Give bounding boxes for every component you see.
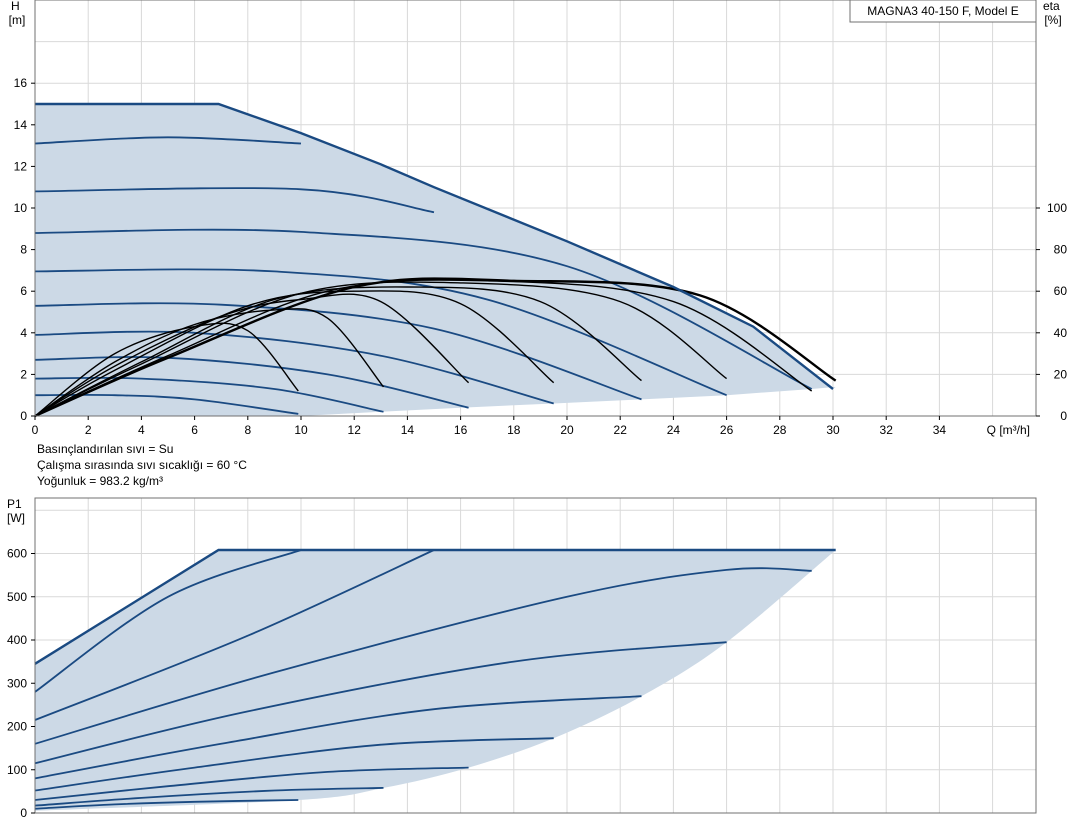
head-operating-area xyxy=(35,104,836,416)
power-chart: 0 100 200 300 400 500 600 P1 [W] xyxy=(7,497,1037,820)
head-curve-7 xyxy=(34,228,813,390)
head-curve-1 xyxy=(34,393,299,415)
head-max-curve xyxy=(35,102,834,390)
power-y-tick-label: 0 xyxy=(20,806,27,820)
head-curve-8 xyxy=(34,187,435,214)
head-y-tick-label: 8 xyxy=(20,243,27,257)
x-tick-label: 18 xyxy=(507,423,521,437)
head-curve-3 xyxy=(34,356,469,409)
x-tick-label: 0 xyxy=(32,423,39,437)
head-y-tick-label: 10 xyxy=(14,201,28,215)
x-tick-label: 4 xyxy=(138,423,145,437)
efficiency-y-tick-label: 40 xyxy=(1054,326,1068,340)
x-tick-label: 6 xyxy=(191,423,198,437)
efficiency-y-axis-label: eta [%] xyxy=(1043,0,1063,27)
power-curve-2 xyxy=(34,787,384,807)
efficiency-y-tick-label: 80 xyxy=(1054,243,1068,257)
x-tick-label: 30 xyxy=(826,423,840,437)
head-y-tick-label: 2 xyxy=(20,367,27,381)
x-tick-label: 12 xyxy=(348,423,362,437)
power-y-axis-label-line2: [W] xyxy=(7,511,25,525)
power-curves xyxy=(34,549,812,810)
head-y-tick-label: 14 xyxy=(14,118,28,132)
efficiency-curve-1 xyxy=(34,322,299,417)
x-tick-label: 14 xyxy=(401,423,415,437)
head-chart: 0 2 4 6 8 10 12 14 16 18 20 22 24 26 28 30 32 34 02468101… xyxy=(9,0,1067,437)
efficiency-y-axis-label-line2: [%] xyxy=(1044,13,1061,27)
x-tick-label: 24 xyxy=(667,423,681,437)
efficiency-y-tick-label: 0 xyxy=(1060,409,1067,423)
efficiency-curve-8 xyxy=(34,277,837,418)
x-tick-label: 10 xyxy=(294,423,308,437)
x-tick-label: 20 xyxy=(560,423,574,437)
head-y-tick-label: 12 xyxy=(14,159,28,173)
efficiency-y-tick-label: 20 xyxy=(1054,367,1068,381)
efficiency-y-tick-label: 60 xyxy=(1054,284,1068,298)
head-y-ticks: 0 2 4 6 8 10 12 14 16 xyxy=(14,76,35,423)
power-curve-8 xyxy=(34,549,435,721)
head-y-tick-label: 0 xyxy=(20,409,27,423)
head-y-axis-label: H [m] xyxy=(9,0,26,27)
power-y-tick-label: 500 xyxy=(7,590,27,604)
power-curve-1 xyxy=(34,799,299,810)
efficiency-curves xyxy=(34,277,837,418)
temperature-note: Çalışma sırasında sıvı sıcaklığı = 60 °C xyxy=(37,458,247,472)
head-y-tick-label: 6 xyxy=(20,284,27,298)
power-operating-area xyxy=(35,550,836,811)
chart-title-box xyxy=(849,0,1037,23)
efficiency-y-ticks: 0 20 40 60 80 100 xyxy=(1036,201,1067,423)
power-curve-4 xyxy=(34,737,554,792)
power-y-tick-label: 400 xyxy=(7,633,27,647)
power-y-tick-label: 100 xyxy=(7,763,27,777)
power-curve-9 xyxy=(34,549,302,693)
x-tick-label: 34 xyxy=(933,423,947,437)
x-tick-label: 22 xyxy=(614,423,628,437)
head-x-axis-label: Q [m³/h] xyxy=(987,423,1030,437)
head-y-tick-label: 4 xyxy=(20,326,27,340)
power-plot-frame xyxy=(34,497,1037,814)
x-tick-label: 2 xyxy=(85,423,92,437)
power-max-curve xyxy=(34,548,836,665)
efficiency-y-axis-label-line1: eta xyxy=(1043,0,1060,13)
head-y-tick-label: 16 xyxy=(14,76,28,90)
x-tick-label: 16 xyxy=(454,423,468,437)
power-curve-3 xyxy=(34,766,469,801)
chart-title: MAGNA3 40-150 F, Model E xyxy=(867,4,1018,18)
x-tick-label: 8 xyxy=(244,423,251,437)
power-y-tick-label: 200 xyxy=(7,720,27,734)
efficiency-curve-2 xyxy=(34,308,385,417)
power-curve-6 xyxy=(34,641,727,765)
power-y-axis-label: P1 [W] xyxy=(7,497,25,525)
power-y-axis-label-line1: P1 xyxy=(7,497,22,511)
head-y-axis-label-line1: H xyxy=(11,0,20,13)
head-x-ticks: 0 2 4 6 8 10 12 14 16 18 20 22 24 26 28 30 32 34 xyxy=(32,416,947,437)
head-curve-9 xyxy=(34,136,302,145)
power-curve-5 xyxy=(34,695,642,780)
power-y-ticks: 0 100 200 300 400 500 600 xyxy=(7,547,35,820)
density-note: Yoğunluk = 983.2 kg/m³ xyxy=(37,474,163,488)
head-curve-5 xyxy=(34,302,642,401)
x-tick-label: 26 xyxy=(720,423,734,437)
head-curve-4 xyxy=(34,330,554,405)
power-y-tick-label: 600 xyxy=(7,547,27,561)
power-curve-7 xyxy=(34,567,812,745)
power-y-tick-label: 300 xyxy=(7,676,27,690)
efficiency-y-tick-label: 100 xyxy=(1047,201,1067,215)
head-y-axis-label-line2: [m] xyxy=(9,13,26,27)
x-tick-label: 32 xyxy=(880,423,894,437)
fluid-note: Basınçlandırılan sıvı = Su xyxy=(37,442,174,456)
x-tick-label: 28 xyxy=(773,423,787,437)
